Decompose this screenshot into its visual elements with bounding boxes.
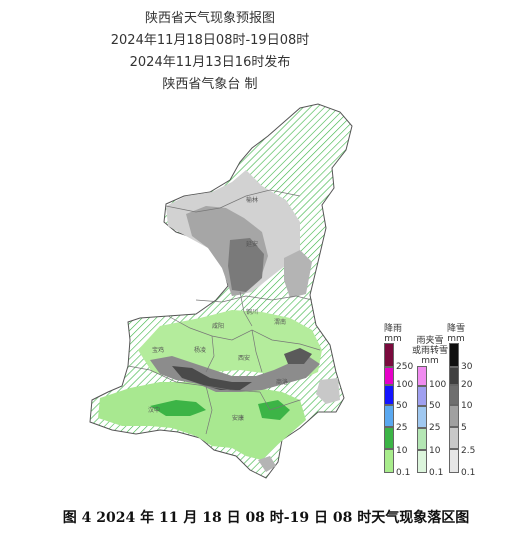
legend-sleet-swatch-25 [417,406,427,428]
city-label-yulin: 榆林 [246,196,258,204]
legend-sleet-unit: mm [421,356,439,366]
issue-time: 2024年11月13日16时发布 [129,55,291,70]
snow-zone-northeast [316,378,340,404]
snow-zone-east [284,250,312,298]
legend-snow-swatch-20 [449,367,459,385]
rain-zone-10mm-east [258,400,290,420]
city-label-baoji: 宝鸡 [152,346,164,354]
legend-snow-tick: 2.5 [461,446,476,456]
legend-sleet-swatch-50 [417,386,427,406]
snow-spot-shangluo [284,348,312,364]
legend-rain-swatch-0.1 [384,449,394,473]
legend-snow-unit: mm [447,334,465,344]
city-label-yanan: 延安 [246,240,258,248]
rain-zone-south [98,382,306,460]
city-label-xian: 西安 [238,354,250,362]
city-label-ankang: 安康 [232,414,244,422]
legend-rain-tick: 10 [396,446,408,456]
city-label-weinan: 渭南 [274,318,286,326]
legend-sleet-tick: 50 [429,401,441,411]
legend-rain-swatch-25 [384,405,394,427]
legend-sleet-swatch-0.1 [417,450,427,473]
legend-snow-swatch-2.5 [449,427,459,449]
legend-snow-swatch-30 [449,343,459,367]
legend-sleet-swatch-10 [417,428,427,450]
legend-sleet-subtitle: 或雨转雪 [411,346,448,356]
legend-snow-title: 降雪 [446,324,465,334]
city-label-xianyang: 咸阳 [212,322,224,330]
city-label-hanzhong: 汉中 [148,406,160,414]
legend-snow-tick: 30 [461,362,473,372]
legend-rain-swatch-250 [384,343,394,367]
legend-rain-tick: 0.1 [396,468,411,478]
legend-snow-tick: 5 [461,423,467,433]
legend-sleet-tick: 100 [429,380,447,390]
city-boundaries [127,189,321,435]
legend-rain-tick: 50 [396,401,408,411]
rain-zone-10mm-west [150,400,206,416]
snow-band-qinling [150,356,320,392]
forecast-period: 2024年11月18日08时-19日08时 [110,33,310,48]
legend-snow-tick: 10 [461,401,473,411]
legend-snow-tick: 20 [461,380,473,390]
legend-rain-unit: mm [384,334,402,344]
legend-snow-tick: 0.1 [461,468,476,478]
legend-sleet-swatch-100 [417,366,427,386]
legend-rain-swatch-10 [384,427,394,449]
map-title: 陕西省天气现象预报图 [144,11,275,26]
snow-zone-north-core [228,238,264,292]
figure-caption: 图 4 2024 年 11 月 18 日 08 时-19 日 08 时天气现象落… [62,510,470,526]
map-title-block: 陕西省天气现象预报图 2024年11月18日08时-19日08时 2024年11… [60,8,360,96]
city-label-yangling: 杨凌 [194,346,206,354]
city-label-shangluo: 商洛 [276,378,288,386]
legend-snow-swatch-0.1 [449,449,459,473]
legend-rain-tick: 25 [396,423,408,433]
legend-sleet-tick: 10 [429,446,441,456]
issuer: 陕西省气象台 制 [162,77,258,92]
legend-rain-swatch-100 [384,367,394,385]
legend-rain-tick: 250 [396,362,414,372]
legend-sleet-title: 雨夹雪 [416,336,444,346]
legend-rain-swatch-50 [384,385,394,405]
legend-rain-title: 降雨 [383,324,402,334]
snow-spot-south [258,456,276,472]
legend-sleet-tick: 0.1 [429,468,444,478]
legend-snow-swatch-5 [449,405,459,427]
snow-band-qinling-core [172,366,252,390]
legend-rain-tick: 100 [396,380,414,390]
legend-snow-swatch-10 [449,385,459,405]
legend-sleet-tick: 25 [429,423,441,433]
city-label-tongchuan: 铜川 [246,308,258,316]
